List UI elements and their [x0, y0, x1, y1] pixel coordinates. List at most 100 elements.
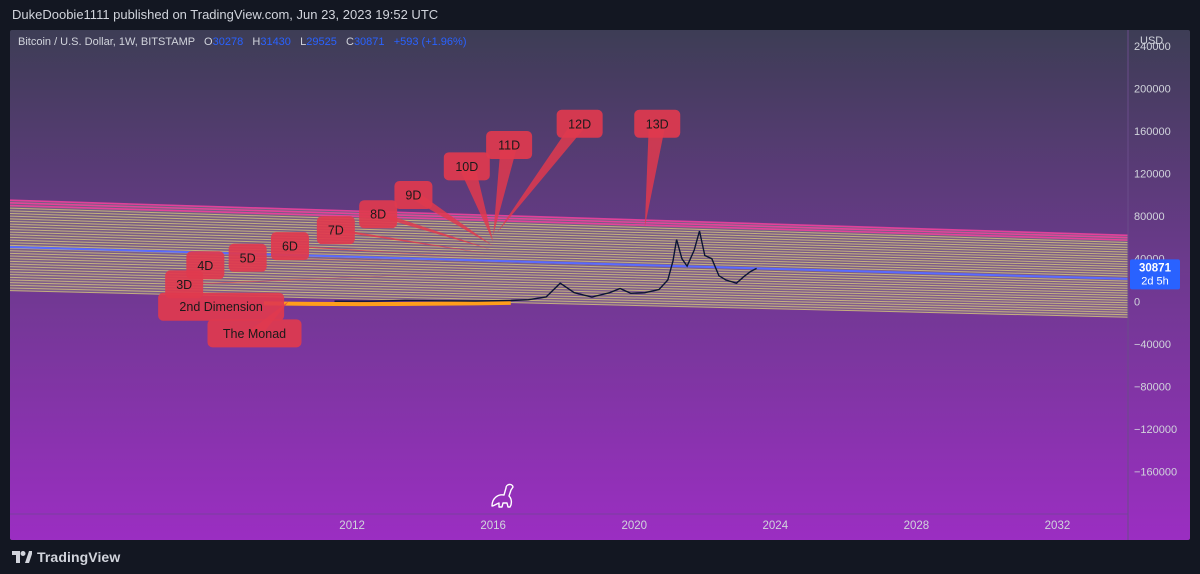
- channel-line: [10, 242, 1128, 275]
- label-text: 5D: [240, 251, 256, 265]
- label-text: 7D: [328, 224, 344, 238]
- close-value: 30871: [353, 36, 385, 48]
- label-pointer: [369, 214, 494, 251]
- label-box: [359, 200, 398, 229]
- dimension-label: 6D: [270, 232, 494, 261]
- label-text: 10D: [455, 160, 478, 174]
- price-tag-countdown: 2d 5h: [1141, 275, 1169, 287]
- label-box: [556, 109, 603, 138]
- y-tick-label: 200000: [1134, 84, 1171, 96]
- y-tick-label: −160000: [1134, 466, 1177, 478]
- channel-line: [10, 199, 1128, 237]
- channel-line: [10, 234, 1128, 268]
- label-box: [316, 216, 355, 245]
- y-tick-label: −80000: [1134, 381, 1171, 393]
- open-value: 30278: [212, 36, 244, 48]
- channel-line: [10, 207, 1128, 244]
- label-pointer: [327, 230, 494, 255]
- label-box: [634, 109, 681, 138]
- x-tick-label: 2028: [904, 520, 930, 532]
- label-pointer: [281, 246, 494, 259]
- symbol-title: Bitcoin / U.S. Dollar, 1W, BITSTAMP: [18, 36, 195, 48]
- y-tick-label: 80000: [1134, 211, 1165, 223]
- dimension-label: 11D: [486, 131, 533, 236]
- x-tick-label: 2016: [480, 520, 506, 532]
- price-line: [334, 230, 757, 302]
- label-box: [228, 243, 267, 272]
- label-text: 3D: [176, 278, 192, 292]
- y-tick-label: −40000: [1134, 339, 1171, 351]
- dimension-label: 10D: [443, 152, 494, 242]
- price-tag-box: [1130, 259, 1180, 290]
- channel-line: [10, 244, 1128, 277]
- channel-line: [10, 231, 1128, 265]
- channel-line: [10, 239, 1128, 272]
- channel-line: [10, 204, 1128, 241]
- tradingview-brand: TradingView: [37, 549, 121, 565]
- label-box: [158, 292, 285, 321]
- y-axis[interactable]: USD24000020000016000012000080000400000−4…: [1134, 35, 1177, 478]
- high-value: 31430: [260, 36, 291, 48]
- y-tick-label: 0: [1134, 296, 1140, 308]
- tradingview-logo[interactable]: TradingView: [12, 549, 120, 565]
- label-text: 8D: [370, 208, 386, 222]
- label-box: [186, 251, 225, 280]
- channel-line: [10, 223, 1128, 258]
- label-box: [270, 232, 309, 261]
- x-tick-label: 2020: [621, 520, 647, 532]
- x-tick-label: 2024: [763, 520, 789, 532]
- tradingview-logo-icon: [12, 551, 32, 563]
- dimension-label: 9D: [394, 181, 494, 246]
- channel-line: [10, 236, 1128, 270]
- label-box: [207, 319, 302, 348]
- y-tick-label: 120000: [1134, 169, 1171, 181]
- channel-line: [10, 220, 1128, 256]
- channel-line: [10, 202, 1128, 239]
- x-tick-label: 2032: [1045, 520, 1071, 532]
- label-pointer: [175, 271, 494, 285]
- high-label: H: [252, 36, 261, 48]
- label-text: 11D: [498, 139, 520, 153]
- label-text: 4D: [197, 259, 213, 273]
- dimension-label: 2nd Dimension: [158, 292, 285, 321]
- channel-line: [10, 218, 1128, 253]
- chart-panel[interactable]: The Monad 2nd Dimension 3D 4D 5D 6D 7D 8D 9D 10D 1…: [10, 30, 1190, 540]
- label-box: [443, 152, 490, 181]
- y-tick-label: 160000: [1134, 126, 1171, 138]
- label-text: 12D: [568, 117, 591, 131]
- label-pointer: [493, 145, 518, 236]
- label-text: The Monad: [223, 327, 286, 341]
- label-text: 9D: [405, 189, 421, 203]
- published-text: DukeDoobie1111 published on TradingView.…: [12, 7, 439, 22]
- price-tag-value: 30871: [1139, 262, 1172, 274]
- y-tick-label: −120000: [1134, 424, 1177, 436]
- change-value: +593 (+1.96%): [393, 36, 467, 48]
- close-label: C: [345, 36, 354, 48]
- dimension-labels: The Monad 2nd Dimension 3D 4D 5D 6D 7D 8D 9D 10D 1…: [158, 109, 681, 348]
- x-tick-label: 2012: [339, 520, 365, 532]
- y-tick-label: 240000: [1134, 41, 1171, 53]
- label-text: 2nd Dimension: [179, 300, 262, 314]
- symbol-legend[interactable]: Bitcoin / U.S. Dollar, 1W, BITSTAMP O302…: [18, 36, 466, 48]
- channel-line: [10, 210, 1128, 246]
- x-axis[interactable]: 2012 2016 2020 2024 2028 2032: [339, 520, 1070, 532]
- dimension-label: 8D: [359, 200, 494, 251]
- label-pointer: [458, 166, 494, 242]
- channel-line: [10, 226, 1128, 260]
- label-text: 6D: [282, 240, 298, 254]
- low-value: 29525: [306, 36, 337, 48]
- channel-line: [10, 228, 1128, 263]
- price-series: [263, 230, 757, 307]
- dimension-label: The Monad: [207, 301, 302, 348]
- open-label: O: [204, 36, 213, 48]
- label-text: 13D: [646, 117, 669, 131]
- published-header: DukeDoobie1111 published on TradingView.…: [0, 0, 1200, 30]
- channel-line: [10, 212, 1128, 248]
- dimension-label: 7D: [316, 216, 494, 255]
- price-chart[interactable]: The Monad 2nd Dimension 3D 4D 5D 6D 7D 8D 9D 10D 1…: [10, 30, 1190, 540]
- channel-line: [10, 215, 1128, 251]
- dino-icon: [491, 483, 514, 508]
- label-box: [394, 181, 433, 210]
- base-curve: [263, 300, 511, 307]
